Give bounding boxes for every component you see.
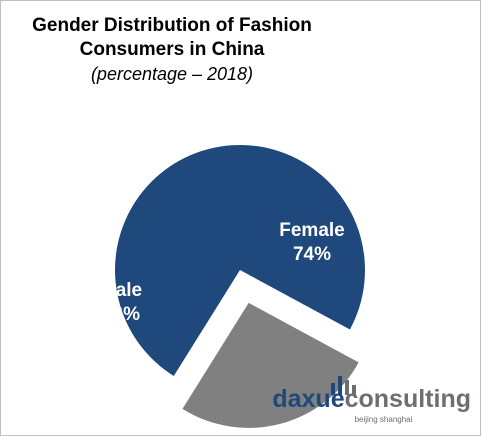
slice-value-male: 26% xyxy=(102,304,140,325)
slice-value-female: 74% xyxy=(293,244,331,265)
logo-bar-icon xyxy=(331,383,335,395)
logo-text-consulting: consulting xyxy=(344,385,471,413)
chart-title-text: Gender Distribution of Fashion Consumers… xyxy=(32,15,312,60)
logo-bar-icon xyxy=(338,376,342,395)
logo-bar-icon xyxy=(352,385,356,395)
brand-logo: daxueconsulting beijing shanghai xyxy=(256,385,471,425)
chart-subtitle: (percentage – 2018) xyxy=(90,64,254,84)
pie-slice-female xyxy=(115,145,366,377)
logo-tagline: beijing shanghai xyxy=(354,415,413,424)
pie-slice-male xyxy=(182,302,359,428)
chart-title: Gender Distribution of Fashion Consumers… xyxy=(22,14,322,86)
logo-bar-icon xyxy=(345,380,349,395)
slice-label-female: Female xyxy=(279,220,344,241)
slice-label-male: Male xyxy=(100,280,142,301)
logo-text-daxue: daxue xyxy=(272,385,345,413)
